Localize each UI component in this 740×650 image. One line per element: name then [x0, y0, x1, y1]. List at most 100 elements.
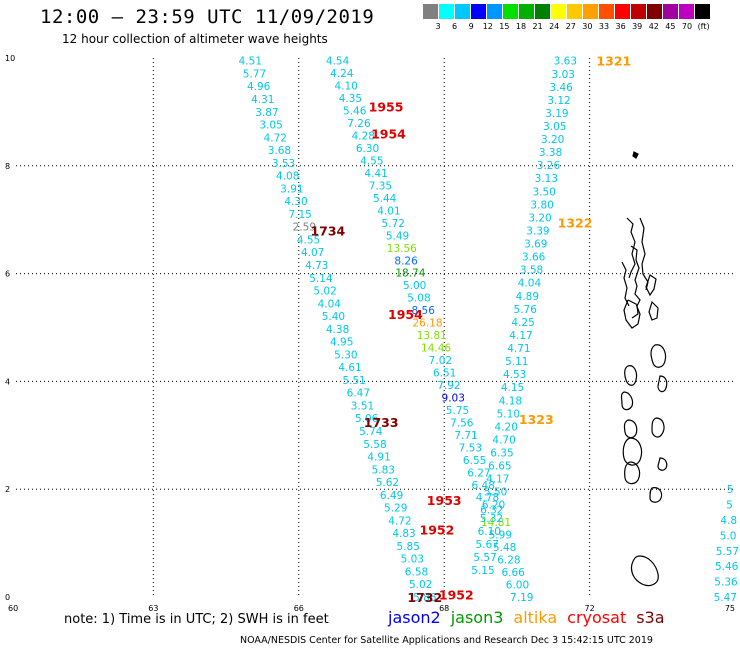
- island-outline: [624, 365, 638, 386]
- wave-height-value: 5.51: [342, 375, 365, 387]
- color-swatch: [646, 4, 662, 19]
- wave-height-value: 14.81: [481, 517, 511, 529]
- wave-height-value: 7.92: [437, 380, 460, 392]
- wave-height-value: 7.35: [369, 180, 392, 192]
- wave-height-value: 5.03: [401, 554, 424, 566]
- color-scale-label: 15: [499, 22, 510, 31]
- coastline-maldives: [620, 151, 668, 587]
- island-outline: [657, 457, 668, 471]
- color-scale-label: 42: [648, 22, 659, 31]
- island-outline: [645, 274, 657, 297]
- y-tick-label: 6: [5, 270, 10, 279]
- wave-height-value: 4.72: [264, 132, 287, 144]
- wave-height-value: 6.65: [488, 461, 511, 473]
- wave-height-value: 5.62: [376, 477, 399, 489]
- legend-jason3: jason3: [450, 608, 504, 627]
- wave-height-value: 5.77: [243, 68, 266, 80]
- x-tick-label: 68: [439, 604, 449, 613]
- wave-height-value: 6.27: [467, 467, 490, 479]
- wave-height-value: 4.51: [239, 56, 262, 68]
- wave-height-value: 6.48: [472, 480, 495, 492]
- wave-height-value: 6.10: [478, 526, 501, 538]
- island-outline: [639, 217, 649, 291]
- color-scale-label: 9: [468, 22, 474, 31]
- wave-height-value: 4.04: [518, 278, 542, 290]
- wave-height-value: 4.20: [495, 421, 518, 433]
- wave-height-value: 3.68: [268, 145, 291, 157]
- wave-height-value: 3.20: [541, 134, 564, 146]
- color-scale-label: 39: [632, 22, 643, 31]
- color-swatch: [486, 4, 502, 19]
- wave-height-value: 4.83: [392, 528, 415, 540]
- y-tick-label: 10: [5, 54, 15, 63]
- pass-time-label: 1952: [420, 523, 455, 538]
- wave-height-value: 4.18: [499, 395, 522, 407]
- wave-height-value: 3.50: [533, 186, 556, 198]
- wave-height-value: 3.19: [545, 108, 568, 120]
- wave-height-value: 6.32: [480, 505, 503, 517]
- pass-time-label: 1732: [407, 590, 442, 605]
- island-outline: [623, 419, 638, 439]
- pass-time-label: 1733: [364, 415, 399, 430]
- color-scale-label: 12: [482, 22, 493, 31]
- island-outline: [630, 555, 659, 587]
- legend-s3a: s3a: [636, 608, 665, 627]
- wave-height-value: 3.53: [272, 158, 295, 170]
- wave-height-value: 7.02: [429, 355, 452, 367]
- pass-time-label: 1322: [558, 215, 593, 230]
- wave-height-value: 6.66: [501, 567, 525, 579]
- wave-height-value: 5.36: [714, 577, 738, 589]
- x-tick-label: 72: [585, 604, 595, 613]
- x-tick-label: 66: [294, 604, 304, 613]
- wave-height-value: 6.49: [380, 490, 403, 502]
- wave-height-value: 4.04: [318, 298, 342, 310]
- page-subtitle: 12 hour collection of altimeter wave hei…: [62, 32, 328, 46]
- wave-height-value: 3.13: [535, 173, 558, 185]
- color-scale-label: 21: [532, 22, 543, 31]
- color-swatch: [454, 4, 470, 19]
- legend-cryosat: cryosat: [567, 608, 627, 627]
- wave-height-value: 7.19: [510, 592, 533, 604]
- wave-height-value: 5.76: [514, 304, 538, 316]
- color-scale-label: 30: [582, 22, 593, 31]
- island-outline: [648, 300, 659, 321]
- wave-height-value: 5.02: [409, 579, 432, 591]
- wave-height-value: 4.28: [352, 131, 375, 143]
- wave-height-value: 5.44: [373, 193, 397, 205]
- color-swatch: [598, 4, 614, 19]
- wave-height-value: 4.41: [364, 168, 387, 180]
- wave-height-value: 5.48: [493, 542, 516, 554]
- color-scale-label: 45: [665, 22, 676, 31]
- color-scale-label: 36: [615, 22, 626, 31]
- wave-height-value: 4.95: [330, 337, 353, 349]
- pass-time-label: 1953: [427, 493, 462, 508]
- wave-height-value: 26.18: [412, 318, 442, 330]
- pass-time-label: 1321: [596, 54, 631, 69]
- satellite-legend: jason2 jason3 altika cryosat s3a: [388, 608, 675, 627]
- wave-height-value: 4.53: [503, 369, 526, 381]
- wave-height-value: 7.26: [347, 118, 371, 130]
- y-tick-label: 2: [5, 485, 10, 494]
- color-swatch: [662, 4, 678, 19]
- wave-height-value: 5.30: [334, 349, 357, 361]
- wave-height-value: 4.30: [284, 196, 307, 208]
- wave-height-value: 4.96: [247, 81, 271, 93]
- pass-time-labels: 1321 1955 1954 1322 1734 1954 1323 1733 1953 1952…: [310, 54, 631, 605]
- wave-height-value: 3.87: [255, 107, 278, 119]
- wave-height-value: 5: [727, 484, 734, 496]
- wave-height-value: 6.55: [463, 455, 486, 467]
- wave-height-value: 3.51: [351, 400, 374, 412]
- island-outline: [649, 487, 663, 503]
- color-swatch: [630, 4, 646, 19]
- island-outline: [621, 261, 630, 307]
- color-swatch: [502, 4, 518, 19]
- wave-height-value: 5.67: [476, 539, 499, 551]
- wave-height-value: 13.81: [417, 330, 447, 342]
- wave-height-value: 4.89: [516, 291, 539, 303]
- wave-height-value: 5.85: [397, 541, 420, 553]
- wave-height-value: 5.99: [489, 530, 512, 542]
- island-outline: [650, 344, 667, 368]
- wave-height-value: 4.31: [251, 94, 274, 106]
- wave-height-value: 7.56: [450, 417, 474, 429]
